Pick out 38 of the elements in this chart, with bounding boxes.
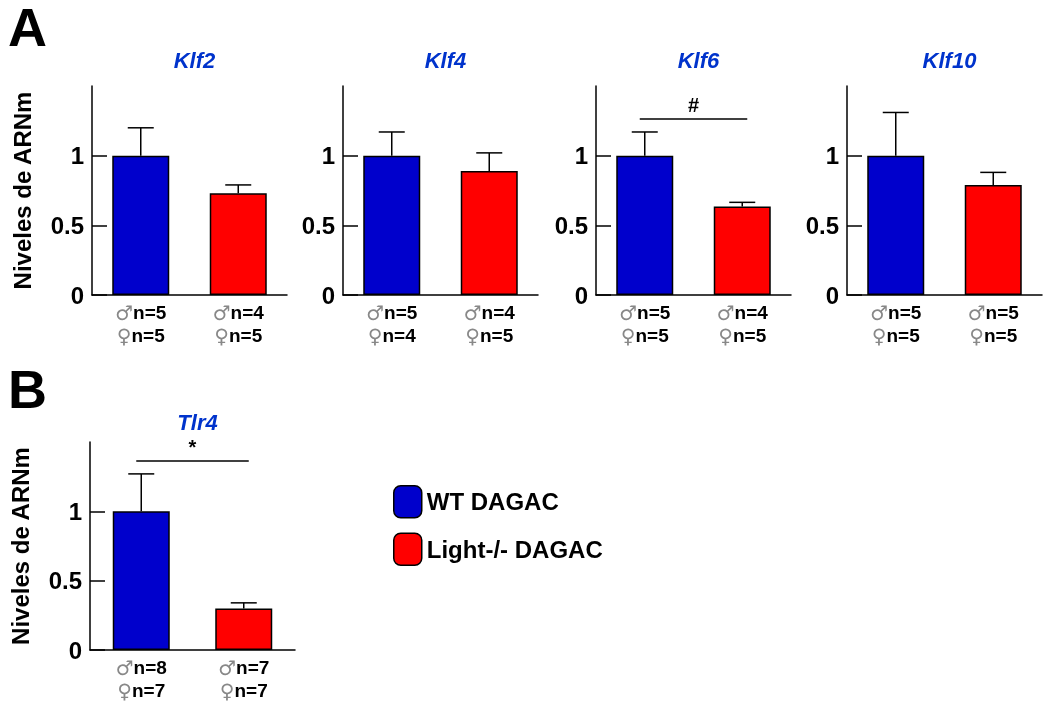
annotation: #	[687, 93, 700, 116]
chart-title: Klf4	[424, 47, 467, 73]
y-tick-label: 0	[825, 281, 839, 309]
chart-title: Tlr4	[177, 409, 218, 435]
y-tick-label: 0.5	[805, 211, 839, 239]
text: B	[8, 359, 47, 419]
legend-label: Light-/- DAGAC	[426, 535, 603, 563]
chart-title: Klf10	[922, 47, 978, 73]
annotation: *	[188, 435, 197, 458]
y-tick-label: 0	[321, 281, 335, 309]
y-tick-label: 1	[574, 142, 588, 170]
legend-label: WT DAGAC	[426, 488, 559, 516]
y-tick-label: 0	[70, 281, 84, 309]
chart-title: Klf2	[173, 47, 217, 73]
x-tick-label: ♂n=4 ♀n=5	[716, 300, 769, 348]
y-tick-label: 0	[574, 281, 588, 309]
text: A	[8, 0, 47, 57]
x-tick-label: ♂n=5 ♀n=5	[870, 300, 922, 348]
y-tick-label: 1	[70, 142, 84, 170]
x-tick-label: ♂n=5 ♀n=4	[366, 300, 418, 348]
chart-title: Klf6	[677, 47, 721, 73]
x-tick-label: ♂n=5 ♀n=5	[115, 300, 167, 348]
y-tick-label: 1	[825, 142, 839, 170]
y-tick-label: 0.5	[554, 211, 588, 239]
y-tick-label: 0.5	[301, 211, 335, 239]
y-axis-title: Niveles de ARNm	[8, 91, 36, 290]
y-tick-label: 0	[68, 636, 82, 664]
y-tick-label: 0.5	[48, 567, 82, 595]
y-tick-label: 0.5	[50, 211, 84, 239]
y-tick-label: 1	[321, 142, 335, 170]
y-axis-title: Niveles de ARNm	[6, 447, 34, 645]
x-tick-label: ♂n=4 ♀n=5	[463, 300, 516, 348]
x-tick-label: ♂n=4 ♀n=5	[212, 300, 265, 348]
x-tick-label: ♂n=5 ♀n=5	[619, 300, 671, 348]
y-tick-label: 1	[68, 497, 82, 525]
x-tick-label: ♂n=5 ♀n=5	[967, 300, 1020, 348]
x-tick-label: ♂n=7 ♀n=7	[218, 655, 270, 703]
x-tick-label: ♂n=8 ♀n=7	[115, 655, 167, 703]
